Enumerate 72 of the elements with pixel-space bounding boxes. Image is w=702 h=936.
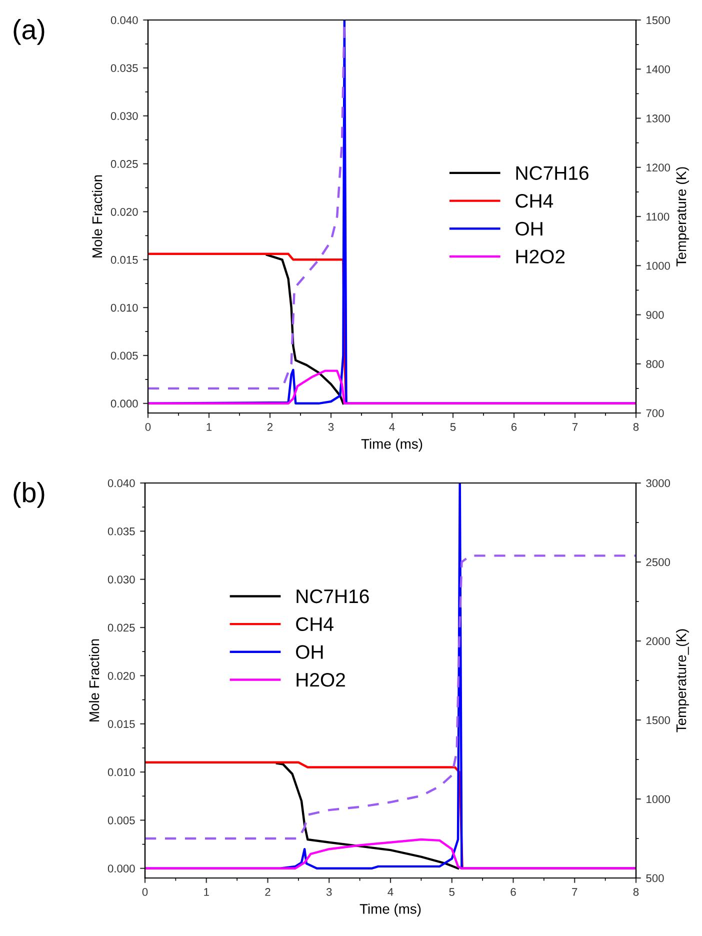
x-tick-label: 4 (388, 888, 394, 896)
x-tick-label: 1 (204, 888, 209, 896)
y-tick-label: 0.015 (110, 256, 138, 264)
x-tick-label: 6 (510, 888, 516, 896)
x-tick-label: 2 (267, 423, 273, 431)
y2-tick-label: 1400 (646, 65, 670, 74)
y-tick-label: 0.030 (108, 576, 135, 584)
line-series (276, 762, 460, 870)
y2-tick-label: 1100 (646, 212, 670, 221)
y2-tick-label: 1200 (646, 164, 670, 172)
x-tick-label: 7 (572, 423, 578, 431)
x-tick-label: 5 (449, 888, 454, 896)
x-tick-label: 7 (572, 888, 578, 896)
line-series (145, 838, 636, 870)
legend-label: NC7H16 (296, 589, 369, 604)
x-tick-label: 5 (450, 423, 456, 431)
line-series (148, 370, 636, 405)
y2-tick-label: 2000 (646, 637, 670, 646)
y-axis-title: Mole Fraction (88, 639, 100, 722)
x-tick-label: 3 (328, 423, 334, 431)
y-axis-title: Mole Fraction (92, 175, 102, 258)
y2-tick-label: 1500 (646, 716, 670, 724)
legend-label: NC7H16 (516, 166, 588, 180)
chart-title: (b) (14, 482, 44, 508)
y-tick-label: 0.030 (110, 112, 138, 120)
x-tick-label: 8 (633, 423, 639, 431)
y-tick-label: 0.040 (108, 479, 135, 488)
y-tick-label: 0.040 (110, 16, 138, 24)
y-tick-label: 0.010 (110, 304, 138, 312)
x-tick-label: 1 (206, 423, 212, 431)
y2-tick-label: 1500 (646, 16, 670, 24)
legend-label: H2O2 (516, 250, 565, 264)
x-tick-label: 6 (511, 423, 517, 431)
y2-tick-label: 800 (646, 360, 664, 368)
y-tick-label: 0.035 (110, 64, 138, 72)
legend-label: CH4 (516, 194, 554, 208)
y-tick-label: 0.035 (108, 527, 135, 536)
y2-tick-label: 1000 (646, 795, 670, 804)
y2-tick-label: 700 (646, 409, 664, 418)
x-tick-label: 8 (633, 888, 639, 896)
x-axis-title: Time (ms) (360, 904, 421, 917)
y2-tick-label: 500 (646, 874, 664, 882)
x-tick-label: 0 (142, 888, 148, 896)
y-tick-label: 0.015 (108, 720, 135, 728)
x-axis-title: Time (ms) (361, 438, 422, 452)
legend-label: OH (516, 222, 542, 236)
x-tick-label: 3 (326, 888, 332, 896)
x-tick-label: 4 (389, 423, 395, 431)
y2-tick-label: 1300 (646, 114, 670, 122)
y-tick-label: 0.000 (108, 864, 135, 872)
y-tick-label: 0.005 (110, 352, 138, 360)
x-tick-label: 0 (145, 423, 151, 431)
y2-axis-title: Temperature (K) (676, 167, 689, 266)
legend-label: CH4 (296, 617, 334, 632)
y2-tick-label: 2500 (646, 558, 670, 566)
y2-axis-title: Temperature_(K) (676, 629, 689, 732)
y-tick-label: 0.005 (108, 816, 135, 824)
y-tick-label: 0.020 (110, 208, 138, 216)
y2-tick-label: 3000 (646, 479, 670, 488)
x-tick-label: 2 (265, 888, 270, 896)
y2-tick-label: 1000 (646, 262, 670, 270)
y-tick-label: 0.010 (108, 768, 135, 776)
chart-title: (a) (14, 19, 44, 45)
y-tick-label: 0.025 (110, 160, 138, 168)
y2-tick-label: 900 (646, 311, 664, 319)
y-tick-label: 0.020 (108, 672, 135, 680)
legend-label: OH (296, 645, 323, 659)
line-series (266, 254, 344, 405)
line-series (145, 554, 636, 840)
legend-label: H2O2 (296, 672, 345, 687)
y-tick-label: 0.025 (108, 624, 135, 632)
y-tick-label: 0.000 (110, 400, 138, 408)
